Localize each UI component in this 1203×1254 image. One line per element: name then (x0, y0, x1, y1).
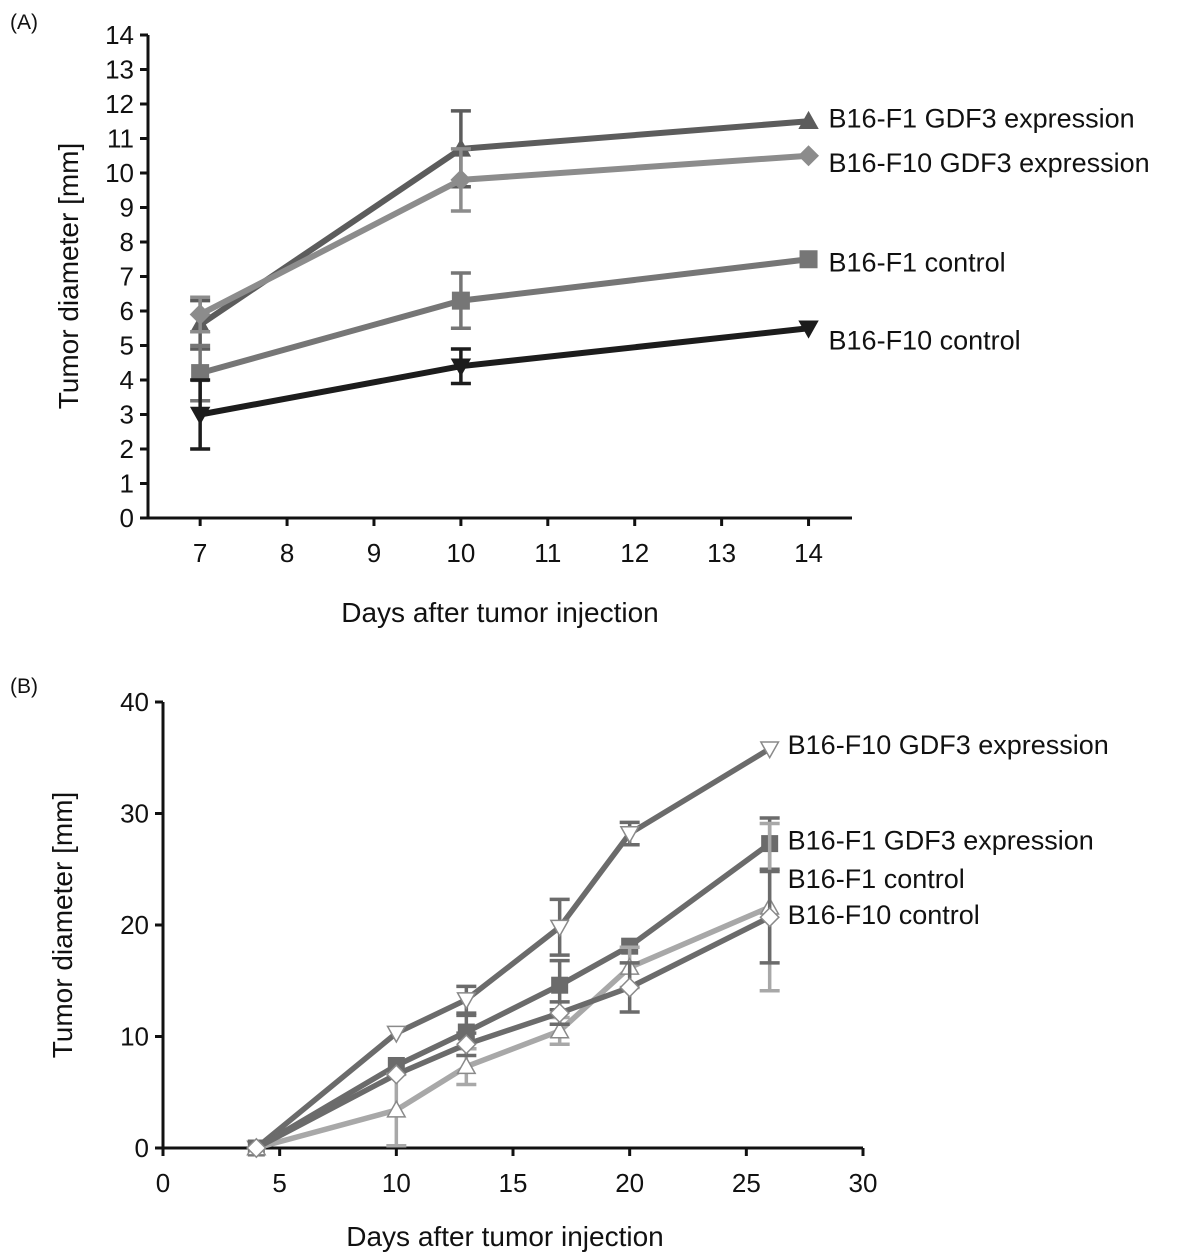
x-tick-label: 11 (534, 538, 561, 568)
x-tick-label: 30 (849, 1168, 878, 1198)
x-tick-label: 5 (272, 1168, 286, 1198)
data-point (619, 977, 640, 998)
y-tick-label: 8 (120, 227, 134, 257)
y-tick-label: 11 (107, 124, 134, 154)
data-point (549, 1002, 570, 1024)
y-tick-label: 9 (120, 193, 134, 223)
y-tick-label: 3 (120, 400, 134, 430)
data-point (619, 826, 640, 844)
y-tick-label: 40 (120, 687, 149, 717)
data-point (798, 320, 819, 339)
series-4: B16-F10 control (189, 320, 1021, 451)
y-tick-label: 10 (120, 1022, 149, 1052)
y-tick-label: 13 (105, 55, 134, 85)
y-tick-label: 20 (120, 910, 149, 940)
data-point (551, 976, 569, 994)
series-1: B16-F10 GDF3 expression (246, 730, 1109, 1159)
y-tick-label: 2 (120, 434, 134, 464)
y-tick-label: 4 (120, 365, 134, 395)
series-label: B16-F1 GDF3 expression (788, 826, 1094, 856)
data-point (450, 358, 472, 377)
x-tick-label: 8 (280, 538, 294, 568)
data-point (189, 406, 211, 425)
y-tick-label: 0 (120, 503, 134, 533)
series-3: B16-F1 control (246, 821, 965, 1156)
series-line (253, 746, 773, 1151)
series-line (253, 904, 773, 1151)
series-label: B16-F1 GDF3 expression (829, 103, 1135, 133)
y-axis-title-b: Tumor diameter [mm] (47, 792, 78, 1059)
y-tick-label: 5 (120, 331, 134, 361)
series-label: B16-F10 GDF3 expression (829, 148, 1150, 178)
series-3: B16-F1 control (190, 247, 1006, 403)
data-point (759, 906, 780, 928)
y-tick-label: 6 (120, 296, 134, 326)
y-tick-label: 10 (105, 158, 134, 188)
data-point (189, 303, 211, 325)
x-tick-label: 20 (615, 1168, 644, 1198)
series-4: B16-F10 control (246, 869, 980, 1159)
x-tick-label: 25 (732, 1168, 761, 1198)
series-label: B16-F10 GDF3 expression (788, 730, 1109, 760)
series-line (253, 840, 773, 1151)
series-1: B16-F1 GDF3 expression (189, 103, 1135, 351)
panel-a: (A) Days after tumor injection Tumor dia… (10, 11, 1150, 628)
x-tick-label: 14 (794, 538, 823, 568)
series-label: B16-F1 control (788, 864, 965, 894)
data-point (451, 291, 470, 310)
data-point (386, 1025, 407, 1044)
series-label: B16-F10 control (829, 325, 1021, 355)
y-tick-label: 1 (120, 469, 134, 499)
series-line (197, 325, 812, 418)
data-point (549, 919, 570, 938)
y-tick-label: 0 (135, 1133, 149, 1163)
data-point (456, 992, 477, 1011)
series-label: B16-F1 control (829, 247, 1006, 277)
x-tick-label: 9 (367, 538, 381, 568)
y-tick-label: 14 (105, 20, 134, 50)
x-tick-label: 10 (446, 538, 475, 568)
panel-label-a: (A) (10, 11, 38, 34)
series-2: B16-F10 GDF3 expression (189, 145, 1150, 334)
data-point (798, 110, 819, 129)
data-point (799, 250, 818, 269)
y-tick-label: 7 (120, 262, 134, 292)
x-tick-label: 12 (620, 538, 649, 568)
y-tick-label: 12 (105, 89, 134, 119)
series-line (253, 914, 773, 1151)
series-label: B16-F10 control (788, 900, 980, 930)
data-point (456, 1056, 477, 1075)
data-point (456, 1034, 477, 1055)
x-tick-label: 15 (499, 1168, 528, 1198)
y-axis-title-a: Tumor diameter [mm] (53, 143, 84, 410)
data-point (386, 1064, 407, 1085)
data-point (246, 1137, 267, 1159)
data-point (450, 169, 472, 191)
x-tick-label: 7 (193, 538, 207, 568)
series-2: B16-F1 GDF3 expression (247, 816, 1094, 1157)
series-line (197, 256, 812, 377)
x-tick-label: 13 (707, 538, 736, 568)
data-point (798, 145, 820, 167)
x-axis-title-b: Days after tumor injection (346, 1221, 663, 1252)
x-tick-label: 0 (156, 1168, 170, 1198)
data-point (759, 741, 780, 760)
data-point (386, 1099, 407, 1118)
series-line (197, 152, 812, 318)
x-tick-label: 10 (382, 1168, 411, 1198)
data-point (549, 1020, 570, 1039)
x-axis-title-a: Days after tumor injection (341, 597, 658, 628)
panel-b: (B) Days after tumor injection Tumor dia… (10, 675, 1109, 1252)
y-tick-label: 30 (120, 799, 149, 829)
panel-label-b: (B) (10, 675, 38, 698)
